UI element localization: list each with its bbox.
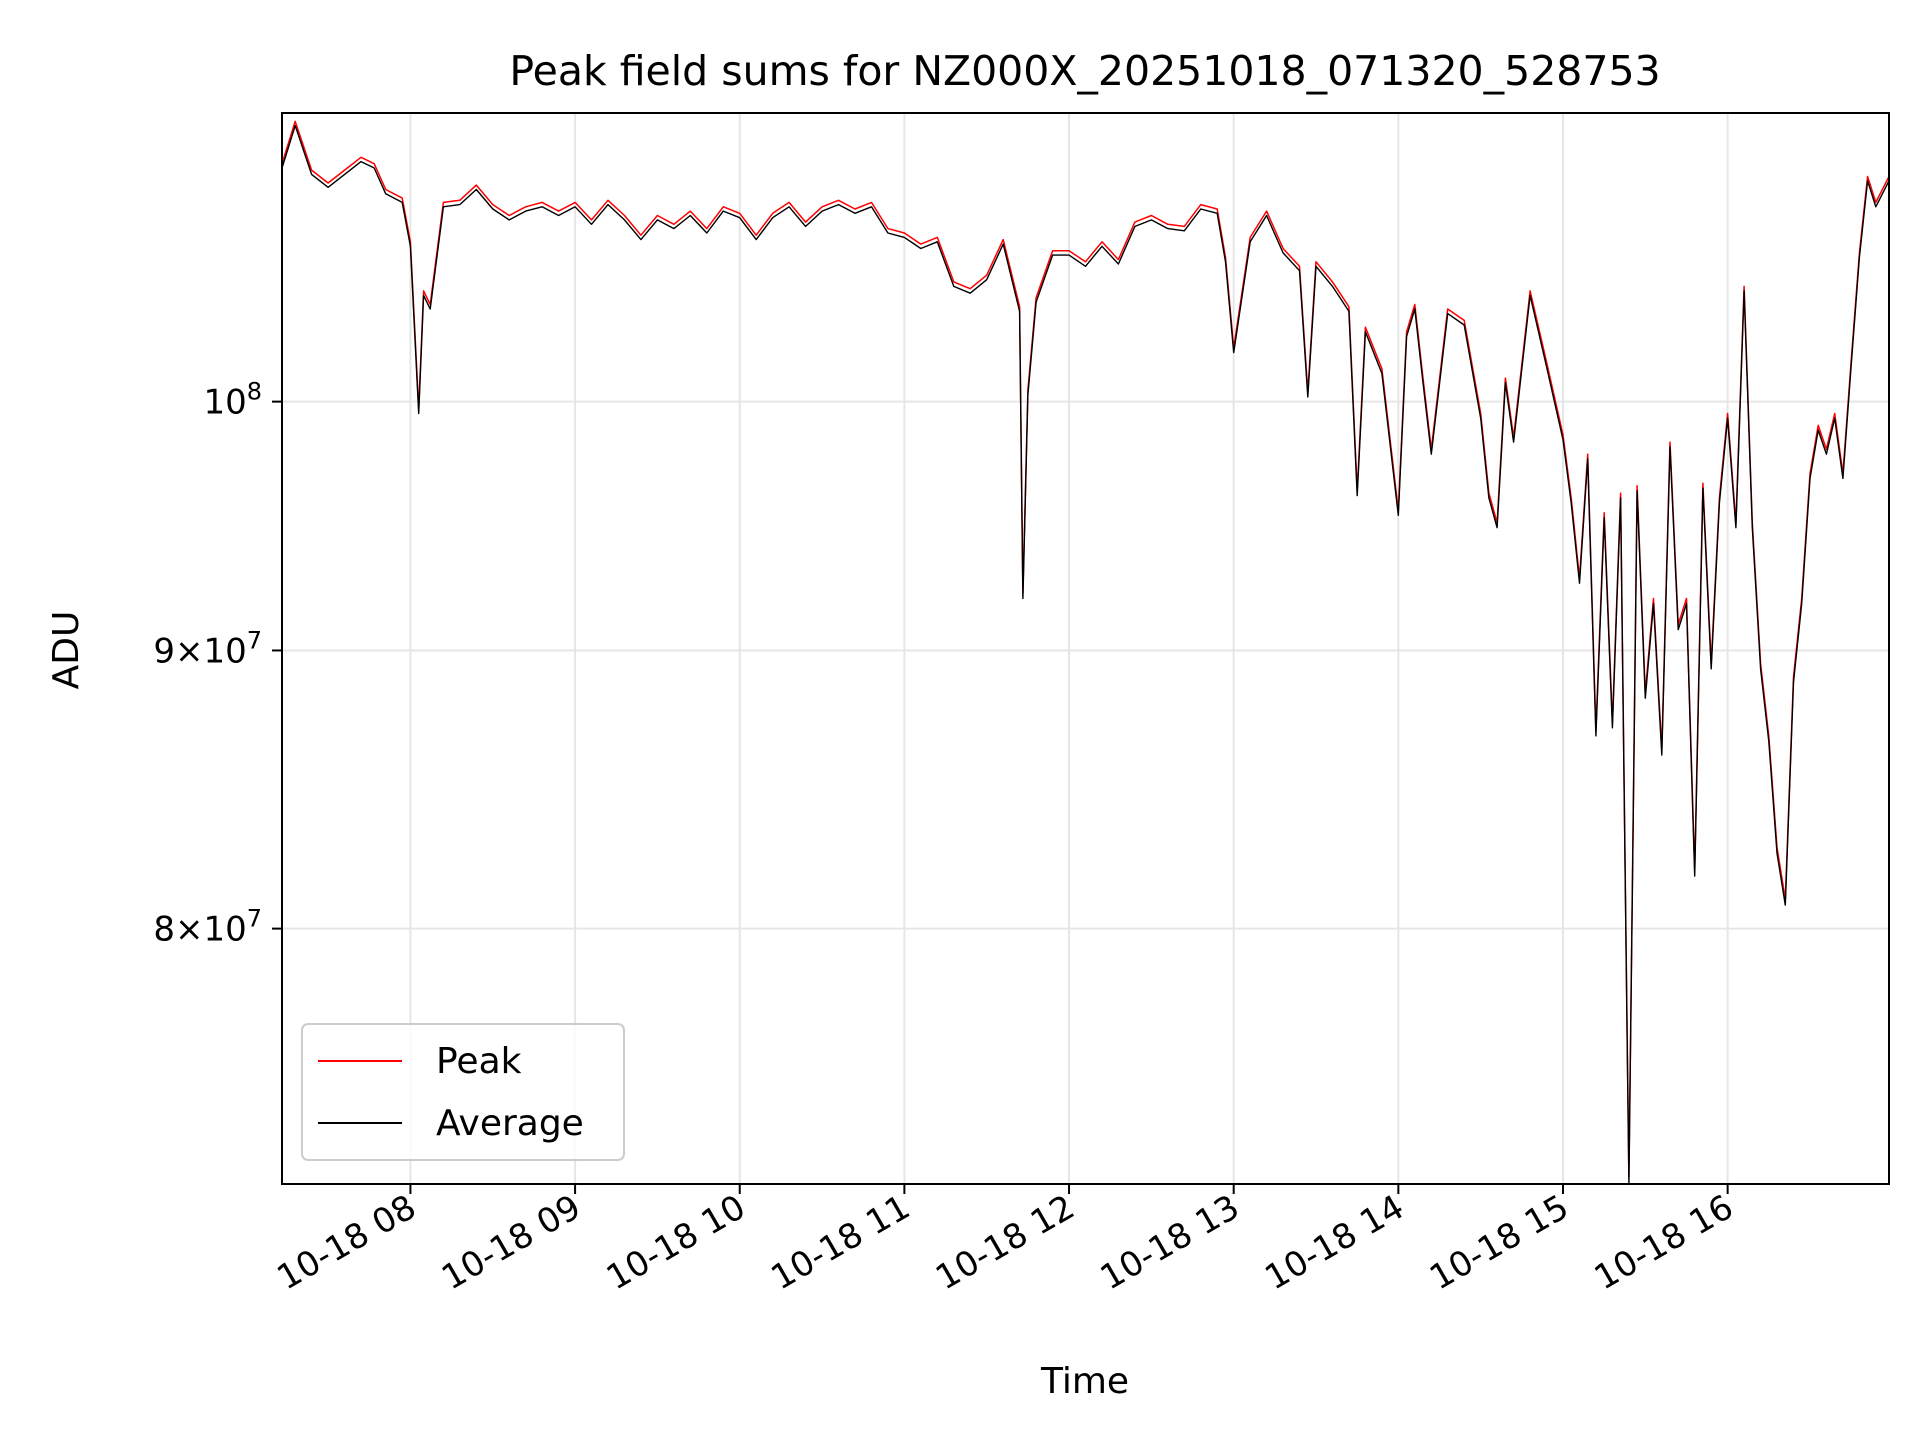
y-axis: 108 9×107 8×107 <box>153 378 282 950</box>
grid-lines <box>282 113 1889 1184</box>
x-axis-label: Time <box>1040 1361 1129 1402</box>
y-axis-label: ADU <box>46 611 87 690</box>
chart-title: Peak field sums for NZ000X_20251018_0713… <box>509 47 1660 95</box>
plot-frame <box>281 112 1890 1185</box>
legend-label-peak: Peak <box>436 1041 522 1082</box>
legend-label-average: Average <box>436 1103 584 1144</box>
y-tick-label: 108 <box>203 378 262 423</box>
y-tick-label: 8×107 <box>153 905 262 950</box>
y-tick-label: 9×107 <box>153 626 262 671</box>
series-line-average <box>281 124 1890 1185</box>
series-layer <box>281 120 1890 1185</box>
legend: Peak Average <box>301 1023 625 1161</box>
legend-box <box>301 1023 625 1161</box>
